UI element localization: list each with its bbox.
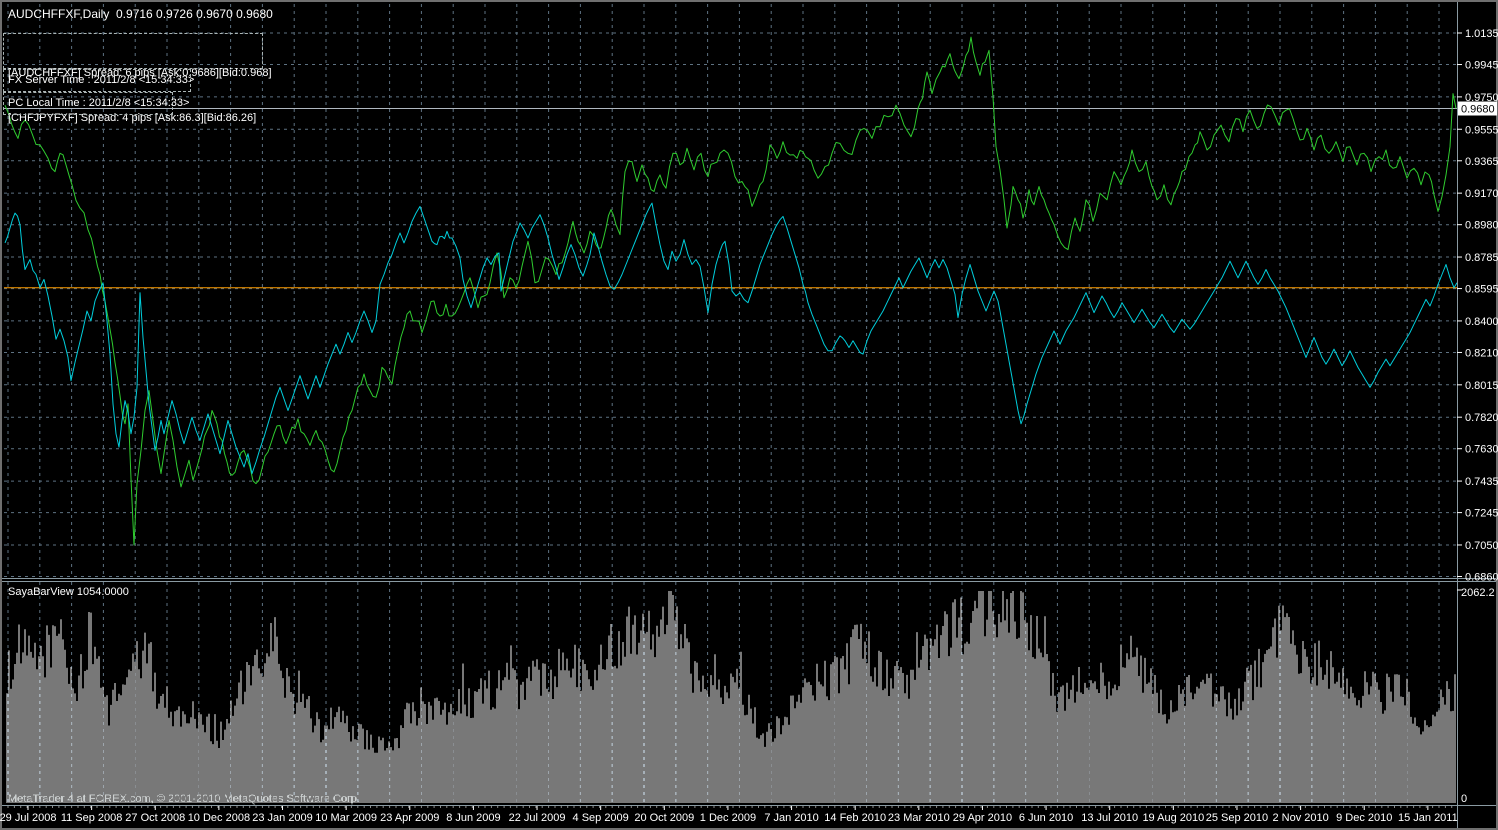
time-axis-label: 10 Mar 2009 [315,812,377,824]
price-axis-tick: 0.8400 [1465,316,1498,328]
current-price-badge [1458,101,1497,116]
time-axis-label: 6 Jun 2010 [1019,812,1073,824]
price-axis-tick: 0.7630 [1465,444,1498,456]
time-axis-label: 20 Oct 2009 [634,812,694,824]
pc-local-time: PC Local Time : 2011/2/8 <15:34:33> [3,92,189,115]
series-audchffxf [4,36,1457,546]
time-axis-label: 25 Sep 2010 [1206,812,1268,824]
price-axis-tick: 0.8015 [1465,380,1498,392]
current-price-badge-text: 0.9680 [1461,104,1495,116]
time-axis-label: 29 Jul 2008 [0,812,56,824]
spread-info-box: [AUDCHFFXF] Spread: 6 pips [Ask:0.9686][… [3,33,272,124]
price-axis-tick: 0.7050 [1465,540,1498,552]
time-axis-label: 1 Dec 2009 [700,812,756,824]
series-chfjpyfxf [4,202,1457,475]
time-axis-label: 27 Oct 2008 [125,812,185,824]
time-axis-label: 15 Jan 2011 [1398,812,1458,824]
chart-title: AUDCHFFXF,Daily 0.9716 0.9726 0.9670 0.9… [8,7,273,21]
time-axis-label: 22 Jul 2009 [509,812,566,824]
price-axis-tick: 0.9170 [1465,188,1498,200]
time-axis-label: 7 Jan 2010 [764,812,818,824]
price-axis-tick: 0.9750 [1465,92,1498,104]
time-axis-label: 8 Jun 2009 [446,812,500,824]
spread-line-audchffxf: [AUDCHFFXF] Spread: 6 pips [Ask:0.9686][… [8,67,272,79]
price-axis-tick: 0.7435 [1465,476,1498,488]
time-axis-label: 4 Sep 2009 [573,812,629,824]
time-axis-label: 29 Apr 2010 [953,812,1012,824]
spread-line-chfjpyfxf: [CHFJPYFXF] Spread: 4 pips [Ask:86.3][Bi… [8,112,257,124]
price-axis[interactable] [1457,0,1497,806]
price-axis-tick: 0.8980 [1465,220,1498,232]
price-axis-tick: 0.9945 [1465,60,1498,72]
price-axis-tick: 0.9555 [1465,124,1498,136]
price-axis-tick: 0.6860 [1465,572,1498,584]
price-axis-tick: 0.8785 [1465,252,1498,264]
time-axis-label: 14 Feb 2010 [824,812,886,824]
sub-axis-min: 0 [1461,793,1467,805]
price-axis-tick: 0.7820 [1465,412,1498,424]
sub-plot-area[interactable] [4,582,1457,803]
fx-server-time: FX Server Time : 2011/2/8 <15:34:33> [3,69,194,92]
time-axis-label: 9 Dec 2010 [1336,812,1392,824]
time-axis-label: 23 Mar 2010 [888,812,950,824]
sub-axis-max: 2062.2 [1461,587,1495,599]
time-axis[interactable] [0,806,1457,828]
time-axis-label: 11 Sep 2008 [61,812,123,824]
time-axis-label: 13 Jul 2010 [1081,812,1138,824]
price-axis-tick: 0.8210 [1465,347,1498,359]
time-axis-label: 23 Jan 2009 [252,812,313,824]
price-axis-tick: 0.7245 [1465,508,1498,520]
time-axis-labels: 29 Jul 2008 11 Sep 200827 Oct 200810 Dec … [0,806,1458,824]
time-axis-label: 10 Dec 2008 [188,812,250,824]
subwindow-label: SayaBarView 1054.0000 [8,586,129,598]
price-axis-tick: 0.9365 [1465,156,1498,168]
histogram-bars [6,591,1456,803]
time-axis-label: 2 Nov 2010 [1272,812,1328,824]
time-axis-label: 19 Aug 2010 [1142,812,1204,824]
price-axis-tick: 1.0135 [1465,28,1498,40]
price-axis-labels: 1.0135 0.9945 0.9750 0.9555 0.9365 0.9170 0.89… [1457,28,1498,805]
price-axis-tick: 0.8595 [1465,284,1498,296]
time-axis-label: 23 Apr 2009 [380,812,439,824]
